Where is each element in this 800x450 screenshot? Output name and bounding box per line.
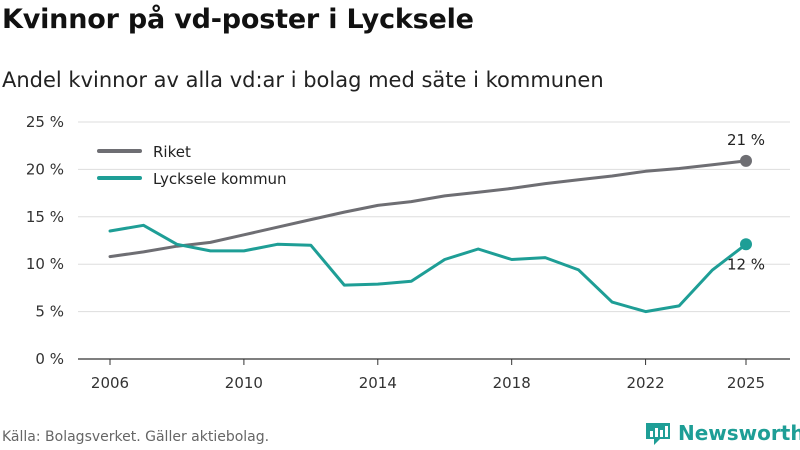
y-tick-label: 0 %: [35, 350, 64, 368]
riket-end-label: 21 %: [727, 131, 765, 149]
brand-name: Newsworthy: [678, 421, 800, 445]
y-tick-label: 15 %: [26, 208, 64, 226]
x-tick-label: 2025: [727, 374, 765, 392]
x-tick-label: 2022: [626, 374, 664, 392]
lycksele-end-point: [740, 238, 752, 251]
line-chart: 0 % 5 % 10 % 15 % 20 % 25 % 2006 2010 2014 2018 20…: [26, 113, 790, 392]
riket-end-point: [740, 154, 752, 167]
source-note: Källa: Bolagsverket. Gäller aktiebolag.: [2, 429, 270, 445]
x-tick-label: 2010: [225, 374, 263, 392]
x-tick-label: 2006: [91, 374, 129, 392]
newsworthy-logo-icon: [646, 423, 670, 445]
brand-logo: Newsworthy: [644, 419, 800, 447]
chart-subtitle: Andel kvinnor av alla vd:ar i bolag med …: [2, 68, 604, 92]
legend-label-riket: Riket: [153, 143, 191, 161]
y-tick-label: 5 %: [35, 303, 64, 321]
x-tick-label: 2014: [359, 374, 397, 392]
chart-title: Kvinnor på vd-poster i Lycksele: [2, 4, 474, 35]
x-tick-label: 2018: [493, 374, 531, 392]
legend-label-lycksele: Lycksele kommun: [153, 170, 287, 188]
lycksele-line: [108, 223, 748, 314]
y-tick-label: 25 %: [26, 113, 64, 131]
riket-line: [108, 159, 748, 259]
y-tick-label: 20 %: [26, 160, 64, 178]
lycksele-end-label: 12 %: [727, 255, 765, 273]
y-tick-label: 10 %: [26, 255, 64, 273]
